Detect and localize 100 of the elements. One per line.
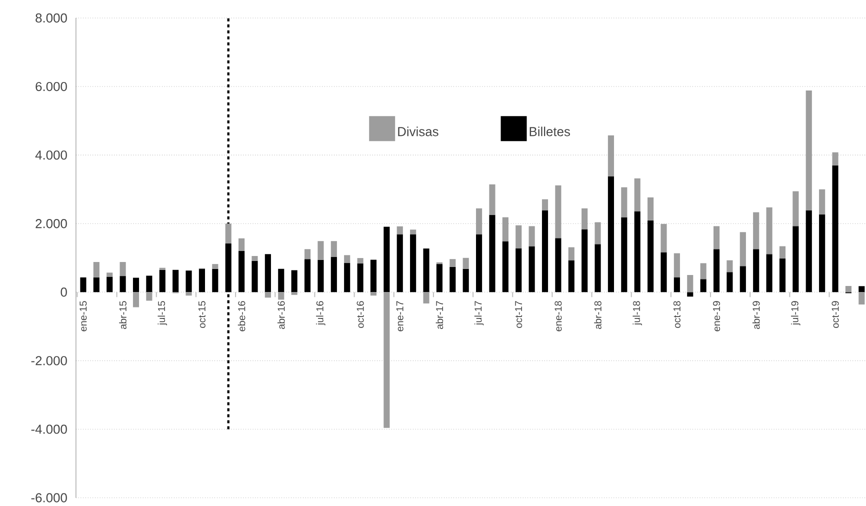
bar — [779, 258, 786, 292]
bar — [753, 212, 760, 250]
bar — [594, 222, 601, 244]
bar — [726, 272, 733, 292]
bar — [713, 226, 720, 250]
x-tick-label: abr-17 — [436, 301, 444, 330]
bar — [304, 249, 311, 260]
bar — [700, 279, 706, 292]
bar — [132, 278, 140, 292]
bar — [766, 254, 772, 292]
bar — [568, 247, 574, 260]
bar — [186, 270, 192, 292]
bar — [555, 186, 562, 238]
bar — [489, 215, 496, 292]
bar — [502, 241, 508, 292]
bar — [396, 234, 403, 292]
bar — [648, 198, 654, 221]
bar — [634, 211, 640, 292]
bar — [159, 268, 166, 270]
bar — [436, 264, 442, 292]
x-tick-label: oct-16 — [356, 301, 364, 328]
bar — [845, 286, 852, 292]
bar — [278, 292, 284, 300]
bar — [410, 234, 416, 292]
bar — [674, 277, 680, 292]
bar — [120, 262, 126, 276]
bar — [462, 258, 469, 269]
bar — [357, 264, 364, 292]
bar — [594, 244, 601, 292]
bar — [660, 224, 667, 252]
y-tick-label: -2.000 — [31, 356, 67, 366]
bar — [318, 260, 324, 292]
y-tick-label: -4.000 — [31, 424, 67, 434]
bar — [648, 220, 654, 292]
bar — [489, 184, 496, 216]
y-tick-label: 0 — [60, 288, 67, 297]
bar — [740, 266, 746, 292]
bar — [410, 230, 416, 234]
bar — [344, 255, 350, 264]
bar — [318, 241, 324, 260]
bar — [700, 263, 706, 280]
bar — [516, 248, 522, 292]
bar — [516, 225, 522, 248]
bar — [858, 292, 865, 305]
bar — [106, 276, 113, 292]
bar — [291, 292, 298, 296]
x-tick-label: ene-17 — [396, 301, 404, 332]
bar — [132, 292, 140, 308]
bar — [93, 262, 100, 278]
bar — [278, 269, 284, 292]
bar — [568, 260, 574, 292]
bar — [450, 267, 456, 292]
bar — [555, 238, 562, 292]
bar — [238, 238, 245, 252]
bar — [252, 256, 258, 262]
bar — [357, 258, 364, 264]
bar — [476, 208, 482, 234]
bar — [330, 257, 337, 292]
bar — [172, 270, 179, 292]
bar — [225, 224, 232, 244]
bar — [146, 276, 152, 292]
bar — [198, 269, 205, 292]
x-tick-label: ene-15 — [80, 301, 87, 332]
bar — [238, 251, 245, 292]
bar — [832, 152, 838, 166]
bar — [159, 270, 166, 292]
bar — [291, 270, 298, 292]
bar — [542, 210, 548, 292]
bar — [792, 226, 799, 292]
bar — [146, 292, 152, 301]
bar — [264, 292, 271, 298]
x-tick-label: ene-18 — [554, 301, 562, 332]
bar — [779, 246, 786, 259]
bar — [806, 90, 812, 210]
bar — [608, 136, 614, 176]
bar — [252, 261, 258, 292]
bar — [225, 244, 232, 292]
bar — [582, 229, 588, 292]
bar — [819, 214, 826, 292]
bar — [212, 269, 218, 292]
y-tick-label: 4.000 — [35, 150, 67, 160]
bar — [476, 234, 482, 292]
bar — [212, 264, 218, 269]
bar — [858, 286, 865, 292]
x-tick-label: abr-15 — [119, 301, 126, 330]
bar — [674, 253, 680, 278]
bar — [832, 166, 838, 292]
bar — [608, 176, 614, 292]
bar — [726, 260, 733, 272]
legend-label: Billetes — [530, 126, 570, 136]
bar — [423, 292, 430, 304]
x-tick-label: oct-19 — [832, 301, 839, 328]
y-tick-label: 6.000 — [36, 82, 67, 92]
bar — [93, 278, 100, 292]
legend-label: Divisas — [398, 126, 438, 136]
x-tick-label: oct-18 — [673, 301, 680, 328]
bar — [819, 189, 826, 215]
bar — [713, 249, 720, 292]
bar — [384, 292, 390, 428]
bar — [120, 276, 126, 292]
